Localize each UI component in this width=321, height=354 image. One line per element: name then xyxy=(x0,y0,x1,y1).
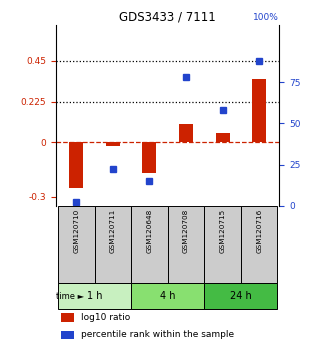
Text: GSM120715: GSM120715 xyxy=(220,209,226,253)
Text: GSM120648: GSM120648 xyxy=(146,209,152,253)
Bar xyxy=(61,313,74,322)
FancyBboxPatch shape xyxy=(131,283,204,309)
Bar xyxy=(216,133,230,142)
Text: time ►: time ► xyxy=(56,292,84,301)
Text: GSM120711: GSM120711 xyxy=(110,209,116,253)
Text: 4 h: 4 h xyxy=(160,291,176,301)
Bar xyxy=(179,124,193,142)
FancyBboxPatch shape xyxy=(241,206,277,283)
FancyBboxPatch shape xyxy=(58,283,131,309)
FancyBboxPatch shape xyxy=(204,206,241,283)
Text: GSM120716: GSM120716 xyxy=(256,209,262,253)
FancyBboxPatch shape xyxy=(131,206,168,283)
FancyBboxPatch shape xyxy=(95,206,131,283)
Text: GSM120710: GSM120710 xyxy=(73,209,79,253)
Bar xyxy=(252,79,266,142)
Bar xyxy=(69,142,83,188)
Text: 1 h: 1 h xyxy=(87,291,102,301)
Bar xyxy=(106,142,120,146)
Text: GSM120708: GSM120708 xyxy=(183,209,189,253)
FancyBboxPatch shape xyxy=(204,283,277,309)
FancyBboxPatch shape xyxy=(58,206,95,283)
Text: 24 h: 24 h xyxy=(230,291,252,301)
Title: GDS3433 / 7111: GDS3433 / 7111 xyxy=(119,11,216,24)
Text: 100%: 100% xyxy=(253,13,279,22)
Bar xyxy=(61,331,74,339)
Text: percentile rank within the sample: percentile rank within the sample xyxy=(81,330,234,339)
Text: log10 ratio: log10 ratio xyxy=(81,313,130,322)
FancyBboxPatch shape xyxy=(168,206,204,283)
Bar xyxy=(143,142,156,173)
